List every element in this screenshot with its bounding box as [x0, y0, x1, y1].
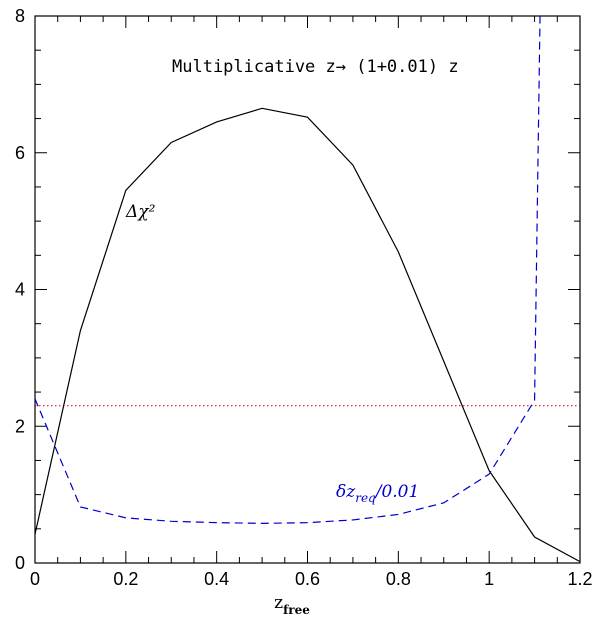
chart-title: Multiplicative z→ (1+0.01) z [172, 57, 459, 77]
x-axis-label-sub: free [283, 603, 310, 617]
dz-req-curve [34, 15, 541, 524]
x-tick-label: 0.2 [113, 569, 138, 589]
plot-frame [34, 15, 581, 564]
y-tick-label: 8 [15, 6, 25, 26]
dz-req-label: δzreq/0.01 [336, 482, 419, 505]
axis-tick-labels: 0 0.2 0.4 0.6 0.8 1 1.2 0 2 4 6 8 [15, 6, 593, 589]
y-tick-label: 2 [15, 416, 25, 436]
y-tick-label: 6 [15, 143, 25, 163]
plot-area [34, 15, 581, 563]
dz-label-sub: req [355, 491, 376, 505]
plot-frame-group [34, 15, 581, 564]
x-tick-label: 1 [484, 569, 494, 589]
x-axis-label: zfree [274, 593, 310, 617]
y-tick-label: 4 [15, 280, 25, 300]
dz-label-main: δz [336, 482, 356, 502]
x-tick-label: 0.8 [386, 569, 411, 589]
delta-chi2-curve [34, 107, 581, 563]
dz-label-tail: /0.01 [374, 482, 420, 502]
x-tick-label: 0.6 [295, 569, 320, 589]
x-tick-label: 0.4 [204, 569, 229, 589]
delta-chi2-label: Δχ² [125, 202, 156, 222]
x-tick-label: 0 [30, 569, 40, 589]
axis-ticks [34, 15, 581, 564]
x-tick-label: 1.2 [567, 569, 592, 589]
x-axis-label-main: z [274, 593, 283, 613]
y-tick-label: 0 [15, 553, 25, 573]
